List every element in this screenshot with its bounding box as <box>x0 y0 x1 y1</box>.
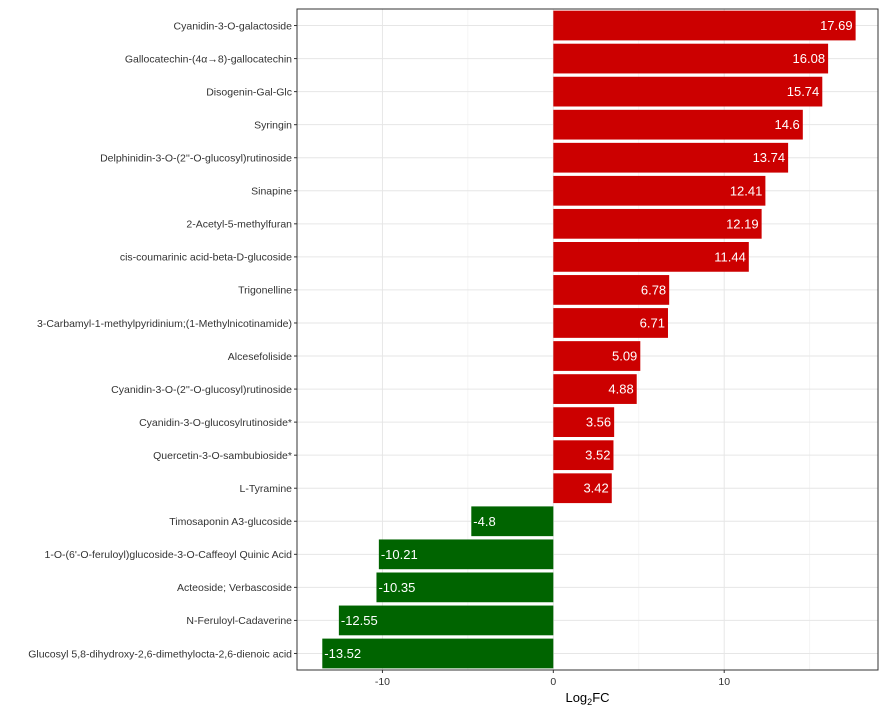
bar-value-label: -10.21 <box>381 547 418 562</box>
category-label: Gallocatechin-(4α→8)-gallocatechin <box>125 53 292 65</box>
bar <box>338 605 554 636</box>
bar <box>553 142 789 173</box>
bar-value-label: 13.74 <box>753 150 786 165</box>
category-label: Cyanidin-3-O-galactoside <box>174 20 293 32</box>
category-label: N-Feruloyl-Cadaverine <box>186 615 292 627</box>
category-label: L-Tyramine <box>239 483 292 495</box>
bar <box>553 43 829 74</box>
bar <box>553 242 749 272</box>
bar <box>553 407 615 437</box>
bar <box>553 341 641 371</box>
x-axis-title-tail: FC <box>592 690 609 705</box>
category-label: Sinapine <box>251 186 292 198</box>
bar <box>553 308 668 338</box>
bar <box>471 506 554 537</box>
bar-value-label: 12.19 <box>726 216 759 231</box>
bar-value-label: 12.41 <box>730 183 763 198</box>
x-axis-title-subscript: 2 <box>587 697 592 707</box>
bars: 17.69 16.08 15.74 14.6 13.74 12.41 12.19 11.44 6… <box>322 10 856 669</box>
panel-border <box>296 8 879 671</box>
bar-value-label: -4.8 <box>473 514 495 529</box>
bar-value-label: 6.78 <box>641 282 666 297</box>
bar <box>376 572 554 603</box>
bar-value-label: -13.52 <box>324 646 361 661</box>
category-label: Cyanidin-3-O-(2''-O-glucosyl)rutinoside <box>111 384 292 396</box>
bar-value-label: 14.6 <box>774 117 799 132</box>
bar-value-label: 3.42 <box>583 481 608 496</box>
bar-value-label: 5.09 <box>612 349 637 364</box>
bar-value-label: 4.88 <box>608 382 633 397</box>
category-label: Quercetin-3-O-sambubioside* <box>153 450 292 462</box>
bar-value-label: 6.71 <box>640 315 665 330</box>
category-labels: Cyanidin-3-O-galactoside Gallocatechin-(4… <box>28 20 297 660</box>
x-axis-title-main: Log <box>565 690 587 705</box>
bar <box>553 473 612 504</box>
category-label: Disogenin-Gal-Glc <box>206 86 292 98</box>
bar-value-label: 11.44 <box>714 249 746 264</box>
bar <box>553 208 762 239</box>
bar <box>553 76 823 107</box>
bar-value-label: -10.35 <box>378 580 415 595</box>
category-label: Timosaponin A3-glucoside <box>169 516 292 528</box>
category-label: Glucosyl 5,8-dihydroxy-2,6-dimethylocta-… <box>28 648 292 660</box>
bar-value-label: 15.74 <box>787 84 820 99</box>
grid-lines <box>297 9 878 670</box>
bar-value-label: 17.69 <box>820 18 853 33</box>
bar <box>378 539 554 570</box>
category-label: cis-coumarinic acid-beta-D-glucoside <box>120 252 292 264</box>
category-label: 2-Acetyl-5-methylfuran <box>186 219 292 231</box>
x-tick-label: 0 <box>550 676 556 688</box>
x-axis-ticks: -10 0 10 <box>375 670 730 688</box>
x-axis-title: Log2FC <box>565 690 609 707</box>
bar <box>553 175 766 206</box>
bar-value-label: 3.56 <box>586 415 611 430</box>
category-label: 1-O-(6'-O-feruloyl)glucoside-3-O-Caffeoy… <box>45 549 293 561</box>
category-label: Acteoside; Verbascoside <box>177 582 292 594</box>
bar <box>553 374 637 404</box>
bar-value-label: 3.52 <box>585 448 610 463</box>
bar <box>553 275 670 305</box>
x-tick-label: -10 <box>375 676 390 688</box>
x-tick-label: 10 <box>718 676 730 688</box>
category-label: Delphinidin-3-O-(2''-O-glucosyl)rutinosi… <box>100 153 292 165</box>
bar <box>553 109 803 140</box>
category-label: Cyanidin-3-O-glucosylrutinoside* <box>139 417 292 429</box>
bar <box>553 10 856 41</box>
bar <box>322 638 554 669</box>
category-label: Trigonelline <box>238 285 292 297</box>
category-label: 3-Carbamyl-1-methylpyridinium;(1-Methyln… <box>37 318 292 330</box>
category-label: Alcesefoliside <box>228 351 292 363</box>
bar-value-label: 16.08 <box>793 51 826 66</box>
bar-value-label: -12.55 <box>341 613 378 628</box>
bar <box>553 440 614 471</box>
category-label: Syringin <box>254 119 292 131</box>
